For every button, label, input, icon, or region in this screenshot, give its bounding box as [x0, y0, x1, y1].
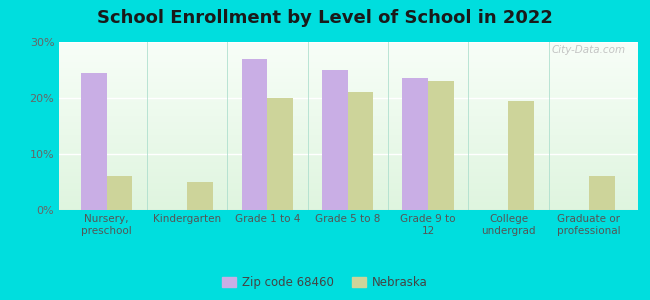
Bar	[187, 182, 213, 210]
Bar	[508, 101, 534, 210]
Bar	[428, 81, 454, 210]
Text: City-Data.com: City-Data.com	[551, 45, 625, 56]
Bar	[322, 70, 348, 210]
Legend: Zip code 68460, Nebraska: Zip code 68460, Nebraska	[220, 273, 430, 291]
Bar	[242, 59, 267, 210]
Text: School Enrollment by Level of School in 2022: School Enrollment by Level of School in …	[97, 9, 553, 27]
Bar	[107, 176, 133, 210]
Bar	[589, 176, 614, 210]
Bar	[81, 73, 107, 210]
Bar	[402, 78, 428, 210]
Bar	[348, 92, 374, 210]
Bar	[267, 98, 293, 210]
